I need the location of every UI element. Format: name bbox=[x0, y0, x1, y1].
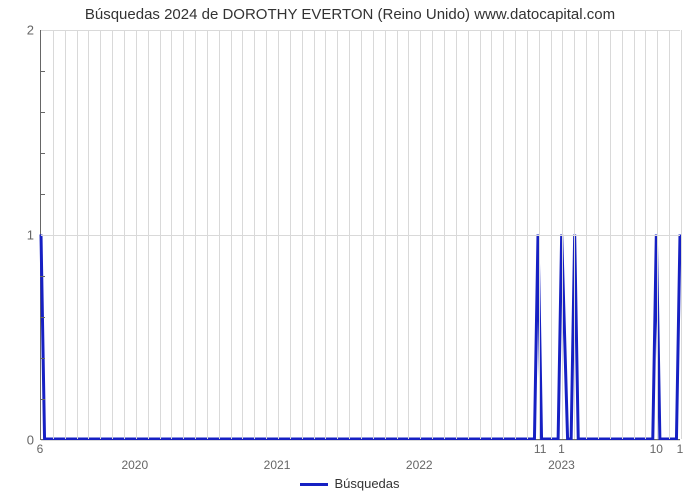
x-year-label: 2022 bbox=[406, 458, 433, 472]
y-minor-tick bbox=[40, 194, 45, 195]
chart-title: Búsquedas 2024 de DOROTHY EVERTON (Reino… bbox=[0, 6, 700, 23]
x-value-label: 1 bbox=[677, 442, 684, 456]
x-value-label: 6 bbox=[37, 442, 44, 456]
y-minor-tick bbox=[40, 276, 45, 277]
y-minor-tick bbox=[40, 399, 45, 400]
y-minor-tick bbox=[40, 112, 45, 113]
gridline-horizontal bbox=[41, 440, 680, 441]
legend: Búsquedas bbox=[0, 476, 700, 491]
plot-area bbox=[40, 30, 680, 440]
y-minor-tick bbox=[40, 71, 45, 72]
y-minor-tick bbox=[40, 358, 45, 359]
y-minor-tick bbox=[40, 317, 45, 318]
gridline-horizontal bbox=[41, 235, 680, 236]
y-tick-label: 0 bbox=[0, 433, 34, 448]
x-value-label: 10 bbox=[650, 442, 663, 456]
y-tick-label: 1 bbox=[0, 228, 34, 243]
y-minor-tick bbox=[40, 153, 45, 154]
x-value-label: 11 bbox=[534, 442, 546, 456]
legend-swatch bbox=[300, 483, 328, 486]
y-tick-label: 2 bbox=[0, 23, 34, 38]
x-year-label: 2020 bbox=[121, 458, 148, 472]
x-year-label: 2021 bbox=[264, 458, 291, 472]
gridline-horizontal bbox=[41, 30, 680, 31]
gridline-vertical bbox=[681, 30, 682, 439]
legend-label: Búsquedas bbox=[334, 476, 399, 491]
searches-line-chart: Búsquedas 2024 de DOROTHY EVERTON (Reino… bbox=[0, 0, 700, 500]
x-year-label: 2023 bbox=[548, 458, 575, 472]
x-value-label: 1 bbox=[558, 442, 565, 456]
